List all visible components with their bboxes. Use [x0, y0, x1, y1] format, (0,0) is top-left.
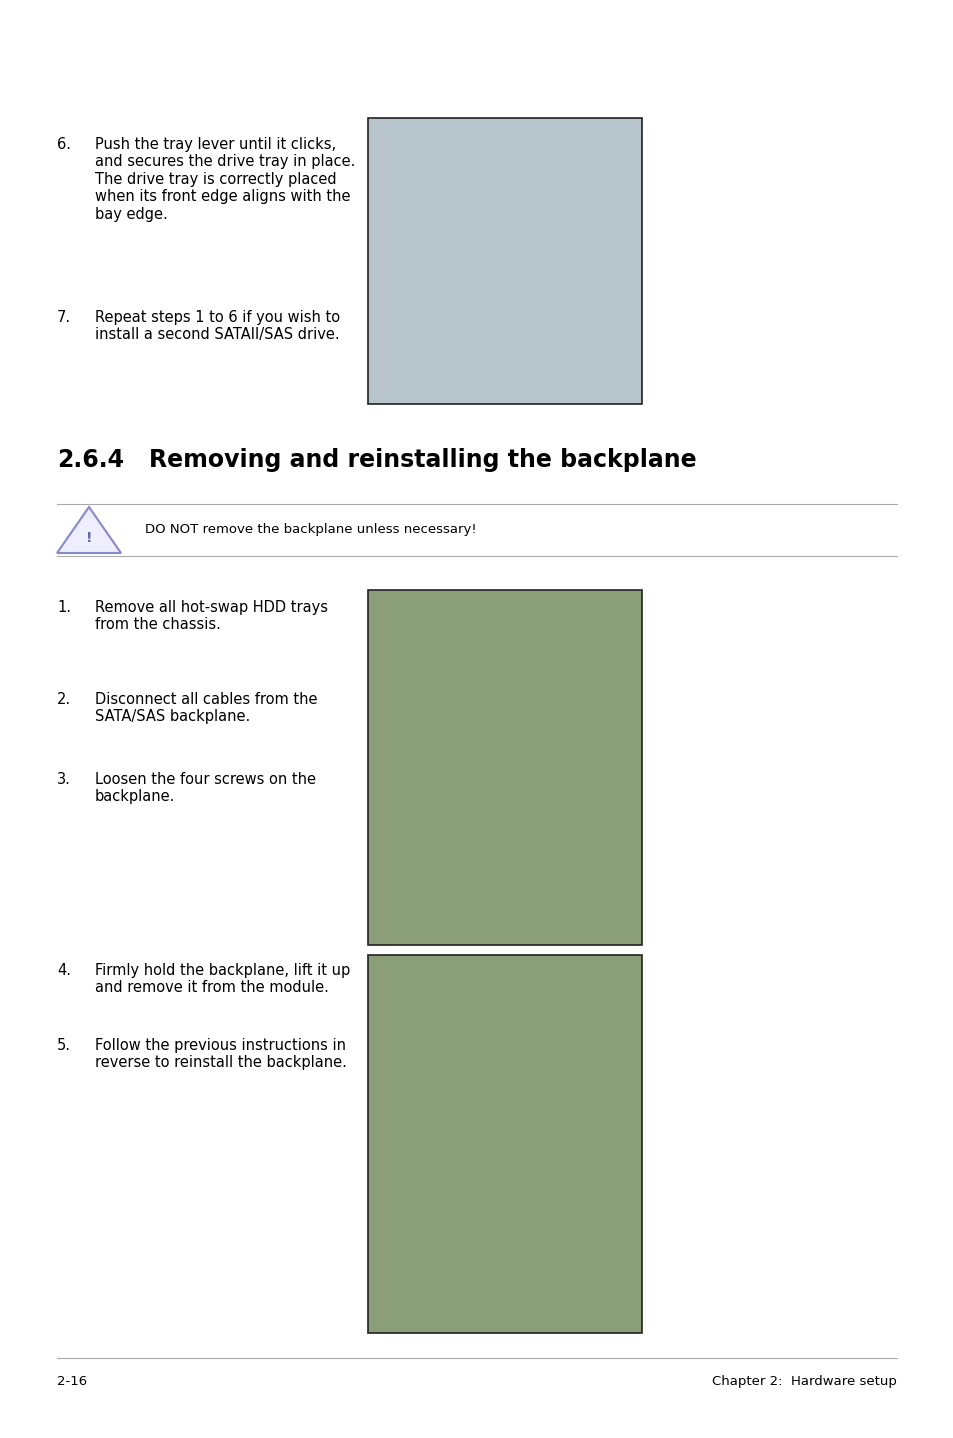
- Text: 6.: 6.: [57, 137, 71, 152]
- FancyBboxPatch shape: [368, 955, 641, 1333]
- Text: Follow the previous instructions in
reverse to reinstall the backplane.: Follow the previous instructions in reve…: [95, 1038, 347, 1070]
- Text: Repeat steps 1 to 6 if you wish to
install a second SATAII/SAS drive.: Repeat steps 1 to 6 if you wish to insta…: [95, 311, 340, 342]
- FancyBboxPatch shape: [368, 590, 641, 945]
- Text: Disconnect all cables from the
SATA/SAS backplane.: Disconnect all cables from the SATA/SAS …: [95, 692, 317, 725]
- Text: Firmly hold the backplane, lift it up
and remove it from the module.: Firmly hold the backplane, lift it up an…: [95, 963, 350, 995]
- Text: Remove all hot-swap HDD trays
from the chassis.: Remove all hot-swap HDD trays from the c…: [95, 600, 328, 633]
- Text: Loosen the four screws on the
backplane.: Loosen the four screws on the backplane.: [95, 772, 315, 804]
- Text: 1.: 1.: [57, 600, 71, 615]
- Text: Removing and reinstalling the backplane: Removing and reinstalling the backplane: [149, 449, 696, 472]
- Polygon shape: [57, 508, 121, 554]
- Text: 2-16: 2-16: [57, 1375, 87, 1388]
- Text: 3.: 3.: [57, 772, 71, 787]
- Text: 2.6.4: 2.6.4: [57, 449, 124, 472]
- Text: 2.: 2.: [57, 692, 71, 707]
- Text: 4.: 4.: [57, 963, 71, 978]
- Text: 7.: 7.: [57, 311, 71, 325]
- Text: Chapter 2:  Hardware setup: Chapter 2: Hardware setup: [711, 1375, 896, 1388]
- Text: Push the tray lever until it clicks,
and secures the drive tray in place.
The dr: Push the tray lever until it clicks, and…: [95, 137, 355, 221]
- Text: 5.: 5.: [57, 1038, 71, 1053]
- FancyBboxPatch shape: [368, 118, 641, 404]
- Text: !: !: [86, 531, 92, 545]
- Text: DO NOT remove the backplane unless necessary!: DO NOT remove the backplane unless neces…: [145, 523, 476, 536]
